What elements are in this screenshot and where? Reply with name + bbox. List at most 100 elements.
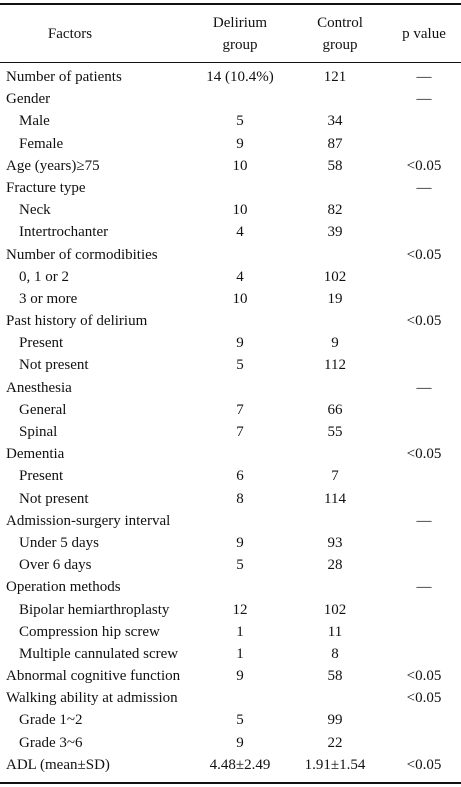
table-row: Spinal 7 55 [0,421,461,443]
cell-factor: Male [19,113,50,130]
cell-delirium-group: 10 [232,202,248,219]
cell-control-group: 22 [327,734,343,751]
table-row: Not present 5 112 [0,354,461,376]
cell-factor: Past history of delirium [6,313,148,330]
cell-delirium-group: 1 [236,623,244,640]
table-row: Gender — [0,88,461,110]
cell-control-group: 121 [323,69,347,85]
cell-factor: Over 6 days [19,557,92,574]
cell-factor: Neck [19,202,51,219]
table-row: Male 5 34 [0,110,461,132]
cell-factor: Under 5 days [19,534,99,551]
table-row: Number of patients 14 (10.4%) 121 — [0,66,461,88]
table-row: Anesthesia — [0,377,461,399]
cell-control-group: 99 [327,712,343,729]
table-row: Walking ability at admission <0.05 [0,687,461,709]
cell-factor: Operation methods [6,579,121,596]
cell-p-value: — [416,579,432,596]
cell-control-group: 19 [327,290,343,307]
cell-factor: Female [19,135,64,152]
table-row: Present 9 9 [0,332,461,354]
header-control-line2: group [322,36,358,53]
cell-control-group: 8 [331,645,339,662]
cell-p-value: <0.05 [406,756,442,773]
cell-p-value: <0.05 [406,157,442,174]
header-delirium-group: Delirium group [195,5,285,62]
cell-control-group: 93 [327,534,343,551]
cell-delirium-group: 9 [236,668,244,685]
cell-factor: Present [19,468,64,485]
table-body: Number of patients 14 (10.4%) 121— Gender — M… [0,66,461,776]
table-row: ADL (mean±SD) 4.48±2.49 1.91±1.54 <0.05 [0,754,461,776]
cell-factor: Grade 3~6 [19,734,83,751]
table-bottom-rule [0,782,461,784]
table-row: Under 5 days 9 93 [0,532,461,554]
cell-delirium-group: 1 [236,645,244,662]
table-row: Present 6 7 [0,465,461,487]
cell-factor: Age (years)≥75 [6,157,100,174]
table-row: Dementia <0.05 [0,443,461,465]
table-header-rule [0,62,461,63]
cell-factor: Spinal [19,424,58,440]
cell-delirium-group: 7 [236,424,244,440]
cell-delirium-group: 5 [236,712,244,729]
cell-p-value: — [416,179,432,196]
table-top-rule [0,3,461,5]
header-factors: Factors [0,5,140,62]
cell-p-value: <0.05 [406,690,442,707]
cell-delirium-group: 4 [236,224,244,241]
table-row: Bipolar hemiarthroplasty 12 102 [0,599,461,621]
cell-control-group: 112 [324,357,346,374]
table-row: Past history of delirium <0.05 [0,310,461,332]
cell-p-value: <0.05 [406,668,442,685]
cell-delirium-group: 9 [236,335,244,352]
cell-p-value: — [416,69,432,85]
cell-delirium-group: 9 [236,734,244,751]
cell-factor: Multiple cannulated screw [19,645,179,662]
cell-factor: Fracture type [6,179,86,196]
header-p-value-label: p value [402,25,446,42]
table-row: Operation methods — [0,576,461,598]
table-row: Not present 8 114 [0,488,461,510]
cell-factor: Admission-surgery interval [6,512,171,529]
cell-control-group: 1.91±1.54 [304,756,366,773]
cell-factor: Gender [6,91,51,108]
cell-factor: 0, 1 or 2 [19,268,69,285]
table-row: Over 6 days 5 28 [0,554,461,576]
cell-factor: Abnormal cognitive function [6,668,181,685]
table-row: Number of cormodibities <0.05 [0,244,461,266]
cell-p-value: — [416,91,432,108]
table-row: Grade 3~6 9 22 [0,732,461,754]
table-row: Age (years)≥75 10 58 <0.05 [0,155,461,177]
cell-factor: Not present [19,490,89,507]
cell-control-group: 34 [327,113,343,130]
table-header: Factors Delirium group Control group p v… [0,5,461,62]
cell-control-group: 39 [327,224,343,241]
cell-delirium-group: 9 [236,534,244,551]
cell-p-value: — [416,512,432,529]
cell-delirium-group: 9 [236,135,244,152]
header-delirium-line2: group [222,36,258,53]
cell-factor: Not present [19,357,89,374]
cell-delirium-group: 5 [236,113,244,130]
cell-factor: 3 or more [19,290,78,307]
cell-delirium-group: 6 [236,468,244,485]
cell-control-group: 28 [327,557,343,574]
header-factors-label: Factors [47,25,93,42]
header-control-line1: Control [317,14,363,31]
cell-control-group: 102 [323,601,347,618]
cell-delirium-group: 5 [236,357,244,374]
cell-control-group: 7 [331,468,339,485]
cell-control-group: 55 [327,424,343,440]
table-row: Admission-surgery interval — [0,510,461,532]
cell-delirium-group: 10 [232,157,248,174]
table-row: Abnormal cognitive function 9 58 <0.05 [0,665,461,687]
cell-p-value: <0.05 [406,313,442,330]
cell-factor: General [19,401,67,418]
cell-factor: Number of cormodibities [6,246,158,263]
cell-delirium-group: 10 [232,290,248,307]
table-row: 0, 1 or 2 4 102 [0,266,461,288]
table-row: Intertrochanter 4 39 [0,221,461,243]
table-row: General 7 66 [0,399,461,421]
